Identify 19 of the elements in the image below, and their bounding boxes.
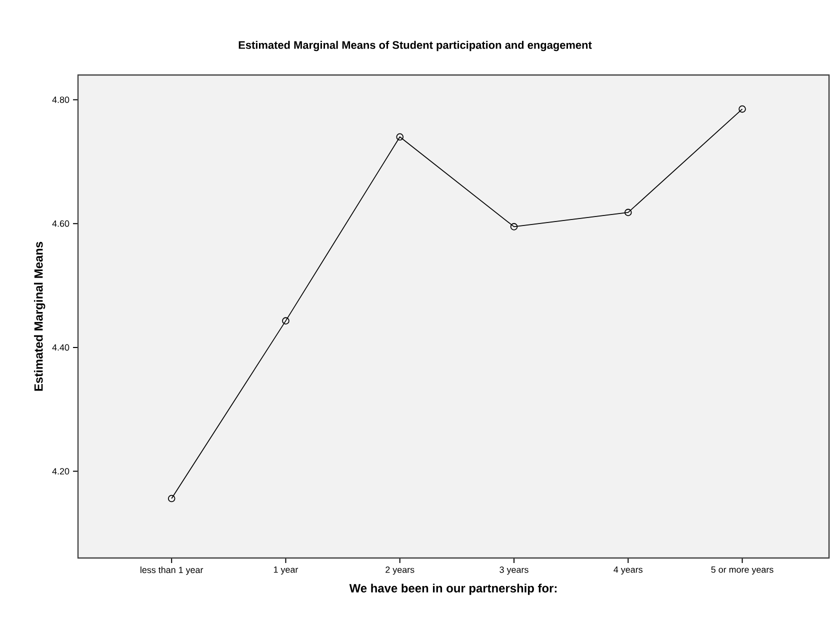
x-tick-label: less than 1 year [140, 566, 204, 575]
x-tick-label: 2 years [386, 566, 414, 575]
y-tick-label: 4.60 [52, 220, 70, 227]
x-tick-label: 5 or more years [711, 566, 774, 575]
point [738, 105, 746, 113]
point [282, 317, 290, 324]
y-tick-label: 4.40 [52, 344, 70, 351]
chart-title: Estimated Marginal Means of Student participation and engagement [238, 40, 592, 52]
x-tick-label: 3 years [500, 566, 528, 575]
point [510, 223, 518, 230]
point [396, 133, 404, 141]
point [168, 494, 176, 502]
y-tick-label: 4.20 [52, 468, 70, 474]
y-axis-title: Estimated Marginal Means [34, 242, 46, 391]
y-tick-label: 4.80 [52, 96, 70, 103]
x-tick-label: 4 years [614, 566, 642, 575]
x-tick-label: 1 year [274, 566, 298, 575]
point [624, 208, 632, 216]
x-axis-title: We have been in our partnership for: [349, 584, 557, 595]
